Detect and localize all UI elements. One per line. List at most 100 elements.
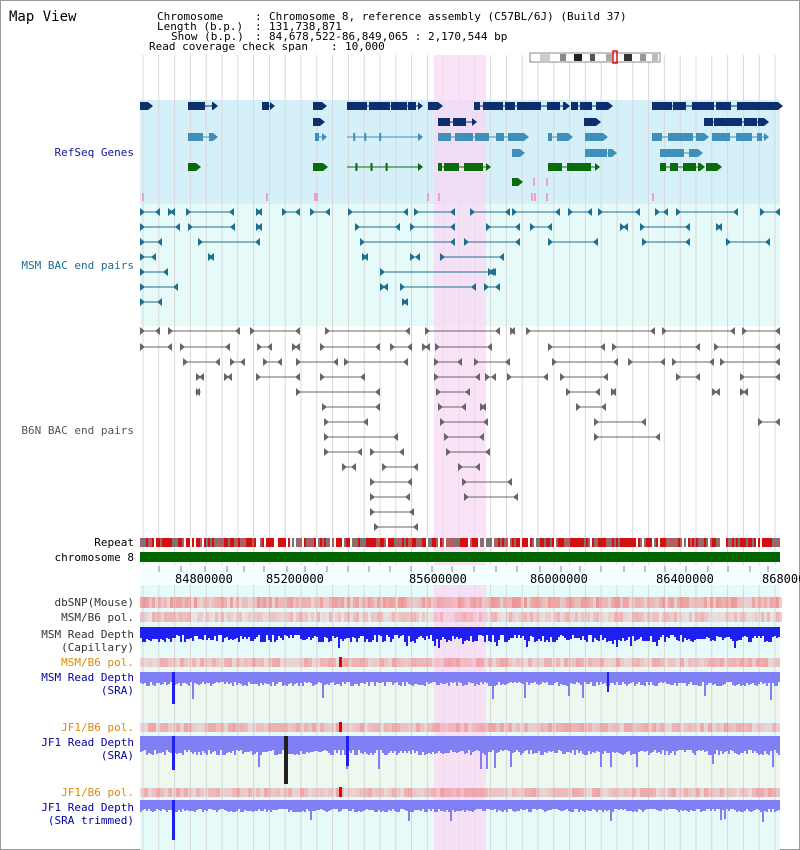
gene-exon [714,118,732,126]
track-label-jf1-depth[interactable]: JF1 Read Depth (SRA) [41,736,134,762]
repeat-block [314,538,316,547]
refseq-tick [546,193,548,201]
depth-bar [704,672,706,696]
pol-block [580,658,584,667]
depth-bar [662,736,664,750]
repeat-block [654,538,656,547]
depth-bar [402,800,404,809]
depth-bar [448,672,450,686]
depth-bar [708,672,710,683]
depth-bar [416,736,418,751]
pol-block [772,658,776,667]
depth-bar [160,800,162,811]
track-label-msm-pol-sra[interactable]: MSM/B6 pol. [61,656,134,669]
repeat-block [612,538,614,547]
track-label-refseq[interactable]: RefSeq Genes [54,146,134,159]
bac-end [363,418,368,426]
track-label-msm-pol[interactable]: MSM/B6 pol. [61,611,134,624]
depth-bar [526,800,528,809]
depth-bar [306,736,308,752]
pol-block [206,612,209,622]
pol-block [341,612,344,622]
depth-bar [192,736,194,754]
depth-bar [754,800,756,810]
track-label-dbsnp[interactable]: dbSNP(Mouse) [54,596,134,609]
pol-block [280,658,284,667]
depth-bar [468,672,470,682]
pol-block [436,723,440,732]
track-label-b6n-bac[interactable]: B6N BAC end pairs [21,424,134,437]
pol-block [146,612,149,622]
pol-block [200,788,204,797]
header-coverage-value: 10,000 [345,40,385,53]
depth-bar [776,672,778,686]
depth-bar [562,627,564,636]
pol-block [665,612,668,622]
bac-end [375,388,380,396]
repeat-block [604,538,606,547]
track-label-chromosome[interactable]: chromosome 8 [54,551,134,564]
pol-block [425,612,428,622]
track-label-jf1-trim[interactable]: JF1 Read Depth (SRA trimmed) [41,801,134,827]
pol-block [720,723,724,732]
pol-block [713,612,716,622]
depth-bar [732,736,734,751]
bac-end [444,433,449,441]
snp-block [236,597,239,608]
pol-block [544,788,548,797]
depth-bar [628,736,630,751]
gene-exon [496,133,504,141]
depth-bar [280,736,282,754]
bac-end [660,358,665,366]
repeat-block [410,538,412,547]
track-label-msm-bac[interactable]: MSM BAC end pairs [21,259,134,272]
pol-block [216,658,220,667]
depth-bar [350,736,352,753]
depth-bar [498,627,500,640]
gene-arrow [612,149,617,157]
depth-bar [756,627,758,638]
pol-block [264,723,268,732]
snp-block [227,597,230,608]
depth-bar [252,800,254,812]
depth-bar [668,736,670,755]
depth-bar [502,672,504,684]
pol-block [752,788,756,797]
depth-bar [582,627,584,636]
track-label-msm-depth-sra[interactable]: MSM Read Depth (SRA) [41,671,134,697]
pol-block [347,612,350,622]
depth-bar [140,800,142,812]
bac-end [374,523,379,531]
pol-block [676,723,680,732]
gene-exon [673,102,686,110]
pol-block [287,612,290,622]
repeat-block [332,538,334,547]
depth-bar [392,736,394,753]
depth-bar [486,627,488,635]
repeat-block [476,538,478,547]
depth-bar [672,736,674,751]
depth-bar [492,627,494,635]
depth-bar [682,627,684,642]
track-label-repeat[interactable]: Repeat [94,536,134,549]
pol-block [348,788,352,797]
gene-arrow [568,133,573,141]
repeat-block [446,538,448,547]
snp-block [266,597,269,608]
depth-bar [208,627,210,638]
pol-block [662,612,665,622]
track-label-jf1-pol[interactable]: JF1/B6 pol. [61,721,134,734]
repeat-block [662,538,664,547]
depth-bar [322,800,324,810]
track-label-msm-depth-cap[interactable]: MSM Read Depth (Capillary) [41,628,134,654]
pol-block [372,788,376,797]
depth-bar [262,736,264,752]
depth-bar [596,800,598,812]
pol-block [674,612,677,622]
pol-block [335,612,338,622]
pol-block [767,612,770,622]
depth-bar [722,736,724,754]
depth-bar [418,736,420,755]
track-label-jf1-pol2[interactable]: JF1/B6 pol. [61,786,134,799]
pol-block [152,658,156,667]
